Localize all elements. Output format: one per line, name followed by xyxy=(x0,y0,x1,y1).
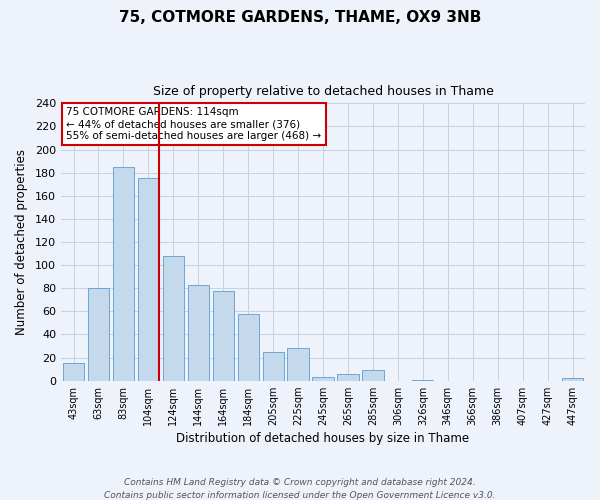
Bar xyxy=(138,178,159,380)
Bar xyxy=(188,285,209,380)
Bar xyxy=(362,370,383,380)
Bar xyxy=(287,348,308,380)
Bar xyxy=(313,377,334,380)
Y-axis label: Number of detached properties: Number of detached properties xyxy=(15,149,28,335)
Bar xyxy=(88,288,109,380)
Title: Size of property relative to detached houses in Thame: Size of property relative to detached ho… xyxy=(152,85,493,98)
Bar xyxy=(163,256,184,380)
Bar xyxy=(212,290,234,380)
Text: Contains HM Land Registry data © Crown copyright and database right 2024.
Contai: Contains HM Land Registry data © Crown c… xyxy=(104,478,496,500)
X-axis label: Distribution of detached houses by size in Thame: Distribution of detached houses by size … xyxy=(176,432,470,445)
Bar xyxy=(113,167,134,380)
Bar xyxy=(63,364,84,380)
Text: 75, COTMORE GARDENS, THAME, OX9 3NB: 75, COTMORE GARDENS, THAME, OX9 3NB xyxy=(119,10,481,25)
Bar xyxy=(263,352,284,380)
Bar xyxy=(238,314,259,380)
Bar xyxy=(562,378,583,380)
Bar xyxy=(337,374,359,380)
Text: 75 COTMORE GARDENS: 114sqm
← 44% of detached houses are smaller (376)
55% of sem: 75 COTMORE GARDENS: 114sqm ← 44% of deta… xyxy=(66,108,322,140)
